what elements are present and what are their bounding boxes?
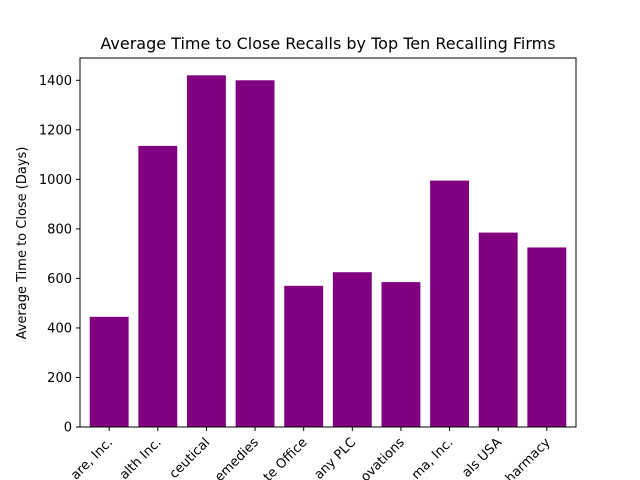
y-tick-label: 1400 xyxy=(39,74,72,89)
chart-title: Average Time to Close Recalls by Top Ten… xyxy=(100,34,555,53)
y-axis-ticks: 0 200 400 600 800 1000 1200 1400 xyxy=(39,74,80,436)
bar xyxy=(430,180,470,427)
bar xyxy=(235,80,275,428)
x-tick-label: harmacy xyxy=(503,435,554,480)
x-tick-label: te Office xyxy=(261,435,311,480)
bar xyxy=(138,145,178,427)
bar xyxy=(381,282,421,427)
x-tick-label: emedies xyxy=(212,435,262,480)
y-tick-label: 200 xyxy=(47,371,72,386)
x-tick-label: alth Inc. xyxy=(117,435,165,480)
plot-frame xyxy=(79,57,577,428)
y-tick-label: 1000 xyxy=(39,173,72,188)
bar xyxy=(332,272,372,427)
bar xyxy=(478,232,518,427)
x-tick-label: als USA xyxy=(459,435,505,480)
x-tick-label: are, Inc. xyxy=(68,435,116,480)
bar xyxy=(527,247,567,427)
y-tick-label: 1200 xyxy=(39,123,72,138)
bar xyxy=(186,75,226,427)
x-tick-label: any PLC xyxy=(312,435,360,480)
bar xyxy=(89,316,129,427)
bars xyxy=(89,75,567,428)
y-tick-label: 0 xyxy=(64,421,72,436)
x-tick-label: ovations xyxy=(358,435,408,480)
y-tick-label: 400 xyxy=(47,321,72,336)
bar xyxy=(284,285,324,427)
y-tick-label: 600 xyxy=(47,272,72,287)
x-tick-label: ma, Inc. xyxy=(409,435,457,480)
y-tick-label: 800 xyxy=(47,222,72,237)
y-axis-label: Average Time to Close (Days) xyxy=(15,147,30,340)
x-tick-label: ceutical xyxy=(167,435,214,480)
